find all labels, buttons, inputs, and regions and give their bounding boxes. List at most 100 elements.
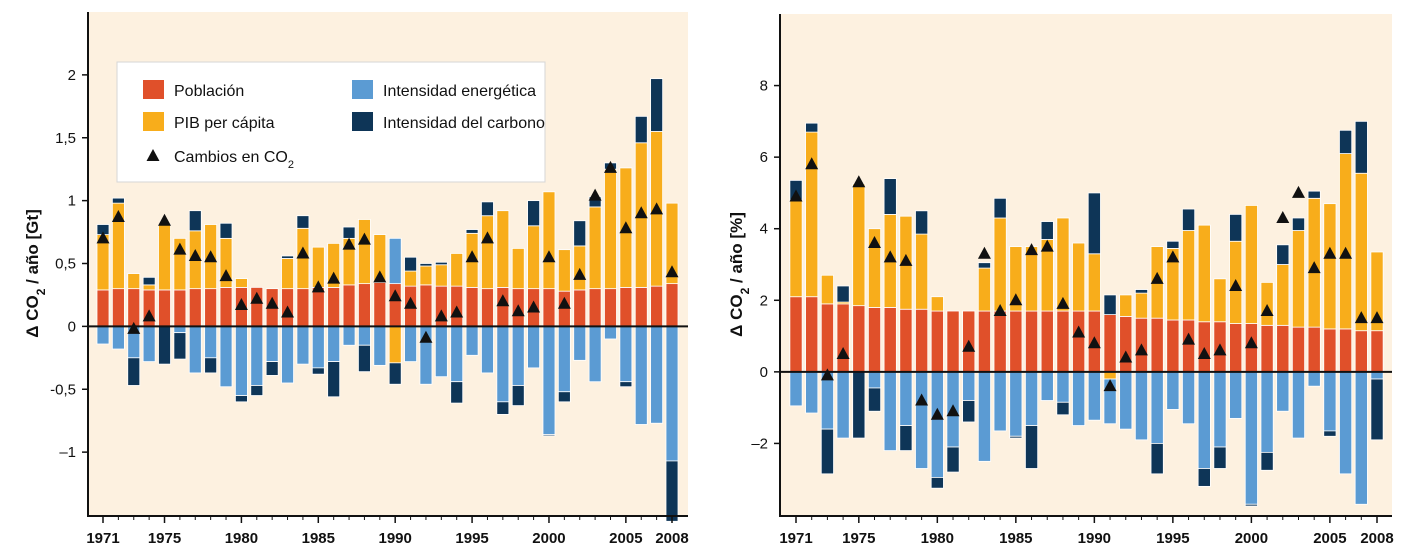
co2-marker-1988: [357, 232, 371, 245]
bar-poblacion-1987: [342, 284, 356, 327]
bar-pib-1998: [1213, 278, 1227, 323]
bar-carbono-1980: [930, 477, 944, 489]
co2-marker-2006: [634, 206, 648, 219]
co2-marker-1998: [511, 304, 525, 317]
bar-carbono-1987: [342, 226, 356, 239]
bar-pib-1990: [388, 325, 402, 364]
co2-marker-1993: [1134, 343, 1148, 356]
co2-marker-1982: [962, 339, 976, 352]
bar-energetica-2007: [1354, 371, 1368, 505]
bar-carbono-1994: [1150, 443, 1164, 475]
bar-energetica-1977: [883, 371, 897, 451]
bar-pib-1997: [496, 210, 510, 288]
bar-poblacion-1997: [496, 286, 510, 327]
bar-poblacion-1999: [1229, 323, 1243, 373]
x-tick-label: 1995: [1156, 530, 1189, 547]
co2-marker-1995: [1166, 250, 1180, 263]
co2-marker-1989: [1072, 325, 1086, 338]
co2-marker-1977: [188, 248, 202, 261]
bar-energetica-1974: [142, 325, 156, 362]
bar-pib-2000: [542, 191, 556, 290]
bar-pib-1993: [1134, 292, 1148, 319]
bar-pib-1971: [789, 199, 803, 298]
bar-energetica-1985: [1009, 371, 1023, 437]
bar-poblacion-2006: [634, 286, 648, 327]
bar-energetica-1993: [434, 325, 448, 378]
bar-energetica-1986: [327, 325, 341, 362]
bar-energetica-1991: [404, 325, 417, 362]
bar-energetica-2006: [634, 325, 648, 425]
co2-marker-1993: [434, 309, 448, 322]
bar-energetica-1985: [311, 325, 325, 369]
bar-energetica-1978: [204, 325, 218, 359]
bar-poblacion-1974: [836, 303, 850, 373]
bar-poblacion-1973: [127, 288, 141, 327]
bar-pib-1984: [296, 227, 310, 290]
bar-carbono-1974: [836, 285, 850, 303]
chart-percent: –2 0 2 4 6 8 1971 1975 1980 1985 1990 1995 2000 2005 2…: [727, 14, 1394, 547]
bar-energetica-1998: [511, 325, 525, 386]
bar-carbono-1993: [1134, 289, 1148, 294]
bar-pib-2008: [1370, 251, 1384, 332]
bar-pib-1993: [434, 264, 448, 287]
bar-poblacion-1978: [204, 288, 218, 327]
bar-poblacion-1979: [915, 308, 929, 373]
co2-marker-1976: [868, 236, 882, 249]
bar-carbono-1985: [311, 367, 325, 375]
bar-carbono-1997: [496, 401, 510, 415]
bar-carbono-1997: [1197, 468, 1211, 487]
bar-carbono-1984: [993, 197, 1007, 219]
bar-poblacion-1978: [899, 308, 913, 373]
bar-energetica-1995: [1166, 371, 1180, 410]
bar-poblacion-2008: [1370, 330, 1384, 373]
bar-energetica-2006: [1339, 371, 1353, 475]
bar-energetica-1994: [1150, 371, 1164, 444]
bar-poblacion-2002: [1276, 324, 1290, 373]
bar-carbono-1991: [1103, 294, 1117, 316]
x-tick-label: 2005: [1313, 530, 1346, 547]
bar-carbono-1990: [388, 362, 402, 385]
bar-pib-1996: [1182, 230, 1196, 321]
y-tick-label: 2: [760, 292, 768, 309]
bar-carbono-1980: [235, 395, 248, 403]
bar-poblacion-2000: [542, 288, 556, 327]
co2-marker-1971: [96, 231, 110, 244]
co2-marker-1974: [836, 346, 850, 359]
bar-energetica-1972: [111, 325, 125, 350]
bar-energetica-1987: [1040, 371, 1054, 401]
bar-energetica-1972: [805, 371, 819, 414]
bar-carbono-2006: [634, 115, 648, 144]
bar-energetica-1986: [1025, 371, 1039, 426]
x-tick-label: 2005: [609, 530, 642, 547]
bar-poblacion-1992: [1119, 315, 1133, 373]
co2-marker-2004: [603, 160, 617, 173]
co2-marker-1972: [111, 209, 125, 222]
legend-box: [116, 61, 546, 183]
bar-energetica-1980: [930, 371, 944, 478]
co2-marker-2008: [1370, 311, 1384, 324]
co2-marker-2005: [619, 221, 633, 234]
bar-pib-1990: [1087, 253, 1101, 312]
x-tick-label: 2000: [1235, 530, 1268, 547]
bar-pib-1988: [1056, 217, 1070, 312]
bar-carbono-1983: [977, 262, 991, 269]
bar-poblacion-1980: [930, 310, 944, 373]
bar-pib-2008: [665, 202, 679, 285]
bar-carbono-2008: [665, 460, 679, 522]
bar-carbono-2007: [1354, 120, 1368, 174]
bar-carbono-1990: [1087, 192, 1101, 255]
bar-energetica-2008: [1370, 371, 1384, 380]
bar-poblacion-1975: [158, 289, 171, 327]
bar-poblacion-1971: [789, 296, 803, 373]
bar-pib-1972: [805, 131, 819, 298]
bar-pib-1983: [281, 258, 294, 290]
bar-carbono-1972: [111, 197, 125, 204]
bar-carbono-2005: [1323, 430, 1337, 437]
co2-marker-1985: [1009, 293, 1023, 306]
bar-energetica-1971: [789, 371, 803, 407]
bar-carbono-2000: [1244, 503, 1258, 507]
co2-marker-1976: [173, 242, 187, 255]
co2-marker-1992: [419, 330, 433, 343]
co2-marker-1989: [373, 270, 387, 283]
co2-marker-1987: [1040, 239, 1054, 252]
